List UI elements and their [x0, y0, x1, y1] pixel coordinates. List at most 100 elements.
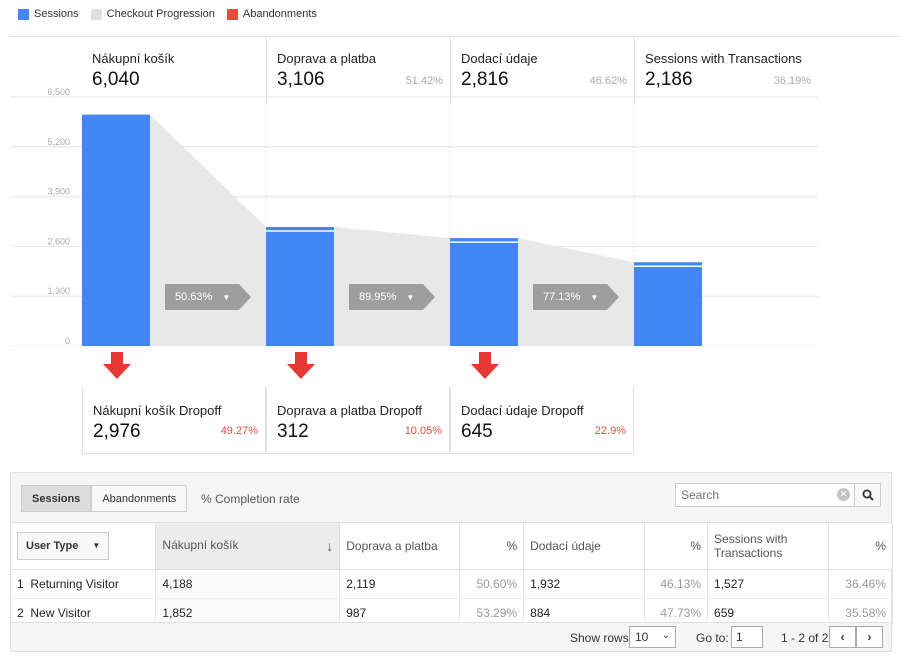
sort-down-icon: ↓	[326, 537, 334, 554]
sessions-bar	[634, 262, 702, 346]
dropoff-card[interactable]: Nákupní košík Dropoff 2,976 49.27%	[82, 387, 266, 454]
step-value: 6,040	[92, 69, 140, 90]
legend-label: Abandonments	[242, 8, 317, 20]
table-cell: 1,527	[707, 569, 829, 599]
clear-icon[interactable]: ✕	[837, 488, 850, 501]
dimension-label: User Type	[26, 539, 79, 552]
abandonment-arrow-icon	[103, 352, 131, 379]
y-tick-label: 5,200	[47, 137, 70, 147]
step-percent: 51.42%	[405, 75, 443, 87]
step-value: 2,816	[461, 69, 509, 90]
step-value: 3,106	[277, 69, 325, 90]
dropoff-name: Dodací údaje Dropoff	[461, 403, 584, 418]
y-tick-label: 2,600	[47, 236, 70, 246]
column-header[interactable]: %	[459, 523, 525, 570]
header-label: Nákupní košík	[162, 537, 239, 552]
report-table-panel: Sessions Abandonments % Completion rate …	[10, 472, 894, 652]
dimension-header: User Type ▼	[11, 523, 157, 570]
column-header[interactable]: Nákupní košík ↓	[155, 523, 341, 570]
search-icon	[862, 489, 874, 501]
completion-rate-link[interactable]: % Completion rate	[201, 492, 300, 506]
dimension-cell[interactable]: 1 Returning Visitor	[11, 569, 157, 599]
show-rows-label: Show rows:	[570, 631, 633, 645]
dropoff-card[interactable]: Dodací údaje Dropoff 645 22.9%	[450, 387, 634, 454]
progression-rate-tag[interactable]: 89.95% ▼	[349, 284, 435, 310]
table-cell: 1,932	[523, 569, 646, 599]
rows-per-page-select[interactable]: 10 ⌄	[629, 626, 676, 648]
pager: ‹ ›	[829, 626, 883, 648]
rows-value: 10	[635, 630, 649, 644]
sessions-bar	[266, 227, 334, 346]
progression-rate: 89.95%	[359, 291, 397, 303]
step-card: Doprava a platba 3,106 51.42%	[266, 37, 450, 103]
progression-rate: 50.63%	[175, 291, 213, 303]
progression-rate-tag[interactable]: 77.13% ▼	[533, 284, 619, 310]
previous-page-button[interactable]: ‹	[829, 626, 856, 648]
row-label: Returning Visitor	[30, 576, 119, 591]
column-header[interactable]: %	[644, 523, 709, 570]
dropoff-percent: 10.05%	[404, 425, 442, 437]
caret-down-icon: ▼	[406, 292, 415, 302]
table-footer: Show rows: 10 ⌄ Go to: 1 1 - 2 of 2 ‹ ›	[11, 622, 891, 651]
progression-area	[150, 114, 266, 346]
legend-label: Sessions	[34, 8, 79, 20]
legend-swatch	[226, 8, 238, 20]
step-name: Doprava a platba	[277, 51, 377, 66]
step-percent: 46.62%	[589, 75, 627, 87]
step-card: Nákupní košík 6,040	[82, 37, 266, 103]
user-type-dropdown[interactable]: User Type ▼	[17, 531, 110, 560]
search-button[interactable]	[854, 483, 881, 507]
progression-rate-tag[interactable]: 50.63% ▼	[165, 284, 251, 310]
table-header-row: User Type ▼ Nákupní košík ↓ Doprava a plat…	[11, 523, 894, 570]
column-header[interactable]: Doprava a platba	[339, 523, 461, 570]
progression-rate: 77.13%	[543, 291, 581, 303]
next-page-button[interactable]: ›	[856, 626, 883, 648]
legend-item-sessions[interactable]: Sessions	[18, 8, 79, 20]
dropoff-value: 312	[277, 421, 309, 442]
step-name: Sessions with Transactions	[645, 51, 802, 66]
chevron-down-icon: ⌄	[661, 630, 670, 641]
dropoff-value: 645	[461, 421, 493, 442]
y-tick-label: 3,900	[47, 187, 70, 197]
table-cell: 2,119	[339, 569, 461, 599]
funnel-chart: 6,500 5,200 3,900 2,600 1,300 0	[10, 87, 818, 346]
table-row: 1 Returning Visitor 4,188 2,119 50.60% 1…	[11, 569, 894, 599]
column-header[interactable]: %	[828, 523, 894, 570]
dropoff-percent: 49.27%	[220, 425, 258, 437]
y-tick-label: 6,500	[47, 87, 70, 97]
step-name: Nákupní košík	[92, 51, 175, 66]
legend-item-checkout-progression[interactable]: Checkout Progression	[90, 8, 215, 20]
step-card: Sessions with Transactions 2,186 36.19%	[634, 37, 818, 103]
table-cell: 46.13%	[644, 569, 709, 599]
abandonment-arrow-icon	[287, 352, 315, 379]
search-input[interactable]	[675, 483, 855, 507]
pagination-range: 1 - 2 of 2	[781, 631, 829, 645]
row-index: 2	[17, 605, 24, 620]
abandonment-arrow-icon	[471, 352, 499, 379]
legend-label: Checkout Progression	[106, 8, 215, 20]
goto-label: Go to:	[696, 631, 729, 645]
column-header[interactable]: Dodací údaje	[523, 523, 646, 570]
caret-down-icon: ▼	[92, 541, 101, 551]
goto-page-input[interactable]: 1	[731, 626, 763, 648]
table-cell: 36.46%	[828, 569, 894, 599]
sessions-toggle-button[interactable]: Sessions	[21, 485, 92, 512]
view-toggle: Sessions Abandonments	[21, 485, 188, 512]
table-controls: Sessions Abandonments % Completion rate …	[11, 473, 891, 523]
report-table: User Type ▼ Nákupní košík ↓ Doprava a plat…	[11, 523, 894, 628]
dropoff-value: 2,976	[93, 421, 141, 442]
dropoff-name: Nákupní košík Dropoff	[93, 403, 222, 418]
dropoff-card[interactable]: Doprava a platba Dropoff 312 10.05%	[266, 387, 450, 454]
step-percent: 36.19%	[773, 75, 811, 87]
legend-swatch	[18, 8, 29, 20]
caret-down-icon: ▼	[222, 292, 231, 302]
legend-swatch	[90, 8, 102, 20]
y-tick-label: 0	[65, 336, 70, 346]
table-cell: 50.60%	[459, 569, 525, 599]
y-tick-label: 1,300	[47, 286, 70, 296]
column-header[interactable]: Sessions with Transactions	[707, 523, 829, 570]
dropoff-percent: 22.9%	[594, 425, 626, 437]
legend-item-abandonments[interactable]: Abandonments	[226, 8, 317, 20]
step-card: Dodací údaje 2,816 46.62%	[450, 37, 634, 103]
abandonments-toggle-button[interactable]: Abandonments	[91, 485, 188, 512]
